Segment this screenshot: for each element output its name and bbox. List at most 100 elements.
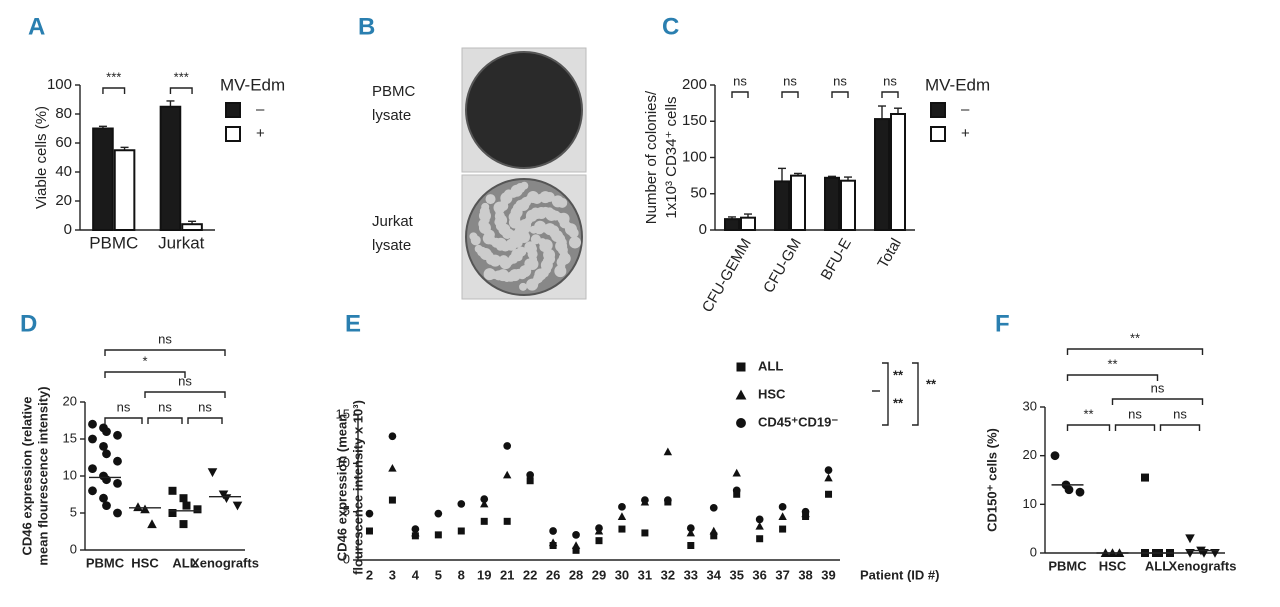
point (732, 468, 741, 477)
bar (181, 223, 203, 231)
point (663, 447, 673, 456)
point (801, 507, 810, 516)
point (736, 362, 746, 372)
y-tick-label: 80 (55, 105, 72, 122)
point (778, 502, 787, 511)
x-tick-label: ALL (172, 555, 197, 570)
significance-label: ns (733, 73, 747, 88)
bracket (881, 91, 899, 98)
point (1141, 473, 1149, 482)
x-tick-label: HSC (131, 555, 159, 570)
legend-swatch (225, 126, 241, 142)
point (664, 496, 672, 504)
colony (495, 214, 508, 227)
panel-letter: F (995, 310, 1010, 337)
point (388, 432, 397, 441)
point (595, 524, 603, 532)
legend-label: ALL (758, 358, 783, 373)
bracket (1114, 424, 1156, 431)
bar (840, 179, 856, 231)
point (457, 527, 465, 535)
significance-label: ns (833, 73, 847, 88)
point (88, 464, 97, 473)
legend-swatch (930, 102, 946, 118)
colony (524, 216, 533, 225)
point (641, 529, 649, 537)
colony (509, 189, 518, 198)
point (480, 499, 489, 508)
point (434, 509, 443, 518)
panel-letter: B (358, 13, 375, 40)
point (147, 519, 157, 529)
colony (498, 255, 509, 266)
point (709, 503, 718, 512)
colony (517, 199, 530, 212)
point (411, 525, 420, 533)
bracket (781, 91, 799, 98)
point (779, 525, 787, 533)
colony (524, 258, 535, 269)
point (825, 490, 833, 498)
point (755, 515, 764, 524)
point (102, 449, 111, 459)
bracket (1066, 424, 1111, 431)
panel-letter: A (28, 13, 45, 40)
bracket (1111, 398, 1204, 405)
significance-label: ns (1173, 406, 1187, 421)
point (687, 542, 695, 549)
point (88, 419, 97, 429)
point (595, 537, 603, 545)
point (102, 501, 111, 510)
point (480, 517, 488, 525)
colony (531, 194, 542, 205)
significance-label: ** (926, 376, 937, 391)
colony (534, 224, 545, 235)
x-tick-label: 22 (523, 567, 537, 582)
colony (484, 229, 495, 240)
bracket (1066, 374, 1159, 381)
colony (481, 216, 490, 225)
colony (524, 241, 537, 254)
y-axis-label: flourescence intensity x 10³) (350, 400, 365, 575)
point (617, 512, 627, 520)
panel-letter: D (20, 310, 37, 337)
point (572, 531, 580, 539)
significance-label: ns (883, 73, 897, 88)
colony (485, 194, 496, 205)
image-label: lysate (372, 107, 411, 124)
x-tick-label: 2 (366, 567, 373, 582)
colony (542, 256, 551, 265)
legend-swatch (225, 102, 241, 118)
legend-label: – (961, 101, 970, 118)
y-tick-label: 10 (63, 467, 77, 482)
x-tick-label: 39 (821, 567, 835, 582)
point (756, 535, 764, 543)
point (113, 508, 122, 518)
legend-swatch (930, 126, 946, 142)
point (618, 502, 626, 511)
point (99, 442, 108, 451)
x-tick-label: Xenografts (1169, 558, 1237, 573)
bracket (102, 87, 126, 94)
point (735, 389, 747, 400)
y-tick-label: 150 (682, 112, 707, 129)
dish (465, 51, 583, 169)
bracket (1159, 424, 1201, 431)
y-tick-label: 60 (55, 134, 72, 151)
point (179, 520, 188, 529)
y-axis-label: Viable cells (%) (33, 106, 50, 209)
y-tick-label: 40 (55, 163, 72, 180)
point (1185, 534, 1195, 544)
legend-label: CD45⁺CD19⁻ (758, 414, 838, 429)
bracket (1066, 348, 1204, 355)
x-tick-label: 5 (435, 567, 442, 582)
panel-letter: C (662, 13, 679, 40)
bar (874, 118, 890, 231)
x-tick-label: Xenografts (191, 555, 259, 570)
colony (545, 208, 558, 221)
colony (533, 211, 542, 220)
x-tick-label: 33 (684, 567, 698, 582)
bracket (147, 417, 183, 424)
point (102, 475, 111, 485)
point (503, 517, 511, 525)
